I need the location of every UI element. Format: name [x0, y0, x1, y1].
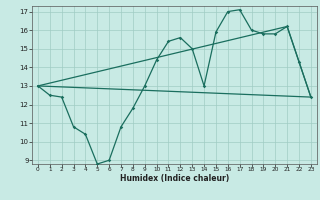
X-axis label: Humidex (Indice chaleur): Humidex (Indice chaleur): [120, 174, 229, 183]
